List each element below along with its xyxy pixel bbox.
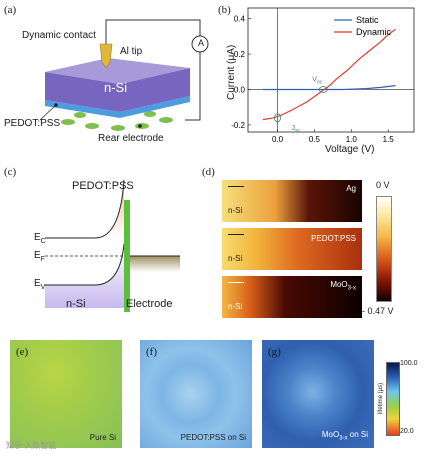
device-schematic [39,19,209,131]
ec-band-fill [45,180,124,238]
voc-label: Voc [312,76,322,85]
panel-label-g: (g) [268,346,281,358]
jsc-marker [274,113,281,123]
plot-frame [247,7,415,133]
panel-label-c: (c) [4,166,17,178]
y-tick-label: -0.2 [231,121,245,130]
lifetime-map-moo3x-si: (g) MoO3-x on Si [262,340,374,448]
pedot-label: PEDOT:PSS [4,118,61,129]
lifetime-colorbar [386,362,400,436]
lifetime-map-pure-si: (e) Pure Si [10,340,122,448]
y-tick-label: 0.4 [234,15,246,24]
al-tip-label: Al tip [120,46,143,57]
panel-label-d: (d) [202,166,215,178]
y-tick-label: 0.2 [234,50,246,59]
ec-line [45,179,125,239]
map-caption-e: Pure Si [89,433,116,442]
ec-label: EC [34,232,46,245]
panel-label-f: (f) [146,346,157,358]
legend-label-dynamic: Dynamic [356,27,392,37]
panel-label-b: (b) [218,4,231,16]
legend-label-static: Static [356,15,379,25]
x-tick-label: 1.0 [346,135,358,144]
ammeter-label: A [198,38,205,48]
map-caption-f: PEDOT:PSS on Si [180,433,246,442]
map-caption-g: MoO3-x on Si [321,430,368,442]
panel-label-a: (a) [4,4,17,16]
nsi-block-top [45,58,190,84]
y-tick-label: 0.0 [234,85,246,94]
pedot-layer [45,96,190,118]
lifetime-map-pedot-si: (f) PEDOT:PSS on Si [140,340,252,448]
pedot-pointer-line [39,104,57,121]
kpfm-colorbar [376,196,392,302]
x-tick-label: 0.0 [272,135,284,144]
kpfm-scale-min: - 0.47 V [362,306,394,316]
ev-label: EV [34,278,46,291]
lifetime-colorbar-min: 20.0 [400,428,414,435]
pedot-bar [124,200,130,312]
rear-pointer-dot [138,124,142,128]
kpfm-scale-max: 0 V [376,180,390,190]
jsc-label: Jsc [292,125,301,134]
ev-band-fill [45,244,124,308]
band-pedot-label: PEDOT:PSS [72,180,134,192]
x-tick-label: 0.5 [309,135,321,144]
lifetime-colorbar-title: lifetime (μs) [378,382,384,414]
nsi-block-side [45,68,190,112]
series-line-dynamic [262,28,396,121]
ammeter-icon [191,35,209,53]
band-nsi-label: n-Si [66,298,86,310]
kpfm-map-pedot: n-Si PEDOT:PSS [222,228,362,270]
voc-marker [318,86,328,93]
watermark: 知乎 入数智能 [6,441,57,450]
band-diagram [45,179,180,312]
iv-chart: 0.0 0.5 1.0 1.5 -0.2 0.0 0.2 0.4 Static Dynamic Vo… [231,7,415,144]
ev-line [45,243,125,286]
panel-label-e: (e) [16,346,29,358]
ef-label: EF [34,250,45,263]
green-feet [61,111,173,131]
x-tick-label: 1.5 [383,135,395,144]
circuit-wire [105,19,201,121]
al-tip-icon [99,43,113,69]
chart-ylabel: Current (μA) [226,44,237,100]
band-electrode-label: Electrode [126,298,173,310]
rear-electrode-label: Rear electrode [98,133,164,144]
chart-xlabel: Voltage (V) [325,144,375,155]
electrode-fill [130,256,180,272]
series-line-static [262,85,396,91]
kpfm-map-moo3x: n-Si MoO3-x [222,276,362,318]
dynamic-contact-label: Dynamic contact [22,30,96,41]
lifetime-colorbar-max: 100.0 [400,360,418,367]
nsi-label: n-Si [104,80,128,95]
kpfm-map-ag: n-Si Ag [222,180,362,222]
